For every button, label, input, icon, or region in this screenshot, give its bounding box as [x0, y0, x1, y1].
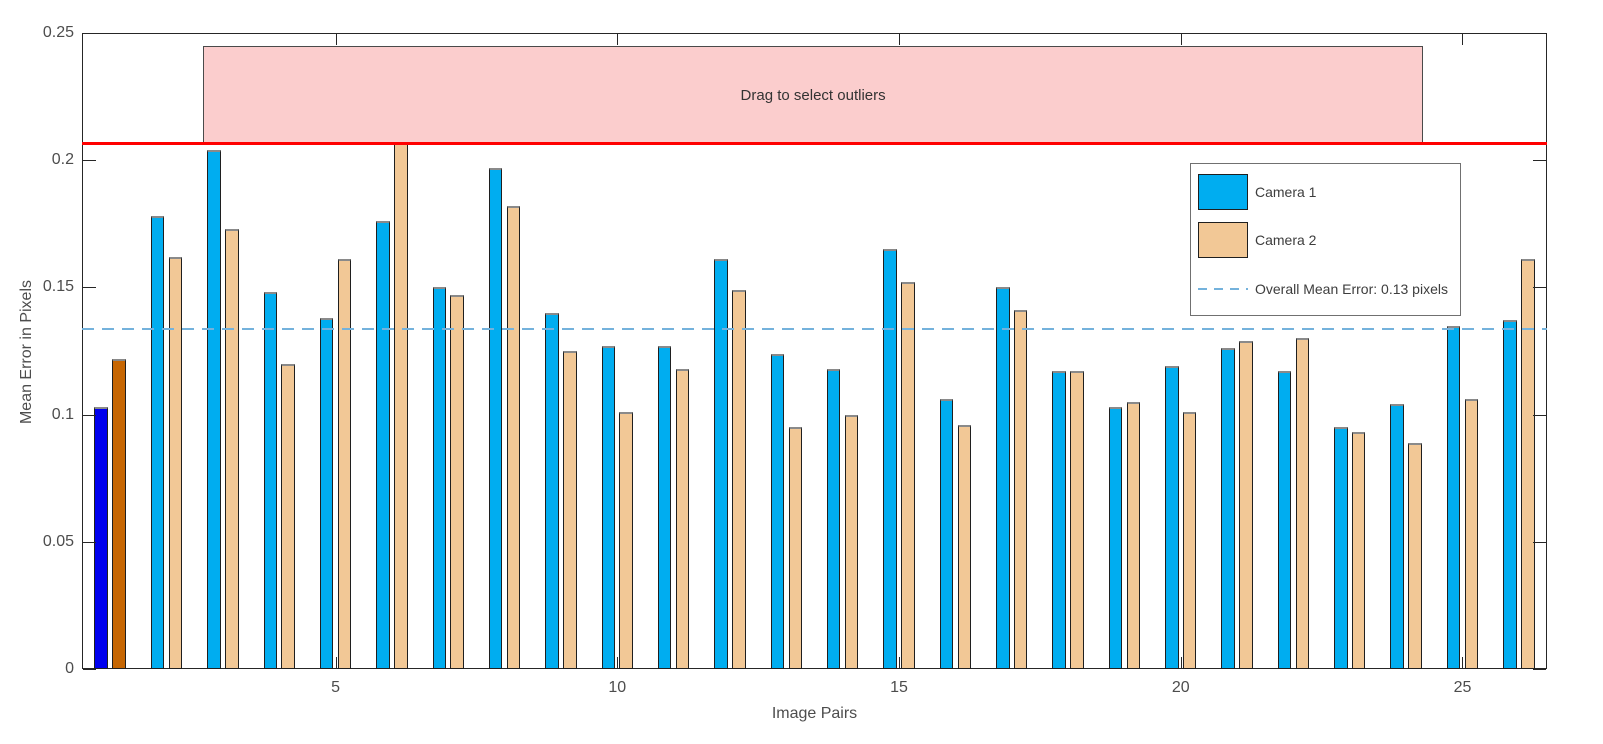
axis-tick — [899, 34, 901, 45]
axis-tick — [83, 541, 96, 543]
bar-pair1-camera2[interactable] — [112, 358, 126, 669]
bar-pair20-camera1[interactable] — [1165, 366, 1179, 669]
legend-label-camera1: Camera 1 — [1255, 184, 1317, 200]
bar-pair2-camera2[interactable] — [168, 256, 183, 669]
bar-pair7-camera2[interactable] — [450, 295, 464, 669]
y-tick-label: 0.05 — [42, 532, 74, 550]
axis-tick — [1533, 541, 1546, 543]
y-tick-label: 0 — [65, 660, 74, 677]
y-tick-label: 0.2 — [51, 151, 74, 169]
axis-tick — [1462, 34, 1464, 45]
axis-tick — [335, 34, 337, 45]
outlier-drag-band[interactable]: Drag to select outliers — [203, 45, 1424, 146]
x-tick-label: 15 — [890, 679, 908, 696]
bar-pair4-camera2[interactable] — [281, 363, 295, 669]
axis-tick — [1533, 414, 1546, 416]
bar-pair13-camera2[interactable] — [788, 427, 803, 669]
legend-label-overall-mean: Overall Mean Error: 0.13 pixels — [1255, 281, 1448, 297]
y-tick-label: 0.25 — [42, 24, 74, 41]
x-tick-label: 25 — [1453, 679, 1472, 696]
bar-pair12-camera2[interactable] — [732, 289, 746, 669]
bar-pair4-camera1[interactable] — [263, 292, 277, 669]
axis-tick — [1180, 657, 1182, 668]
x-tick-label: 20 — [1171, 679, 1190, 696]
bar-pair18-camera1[interactable] — [1052, 371, 1066, 669]
bar-pair24-camera2[interactable] — [1408, 442, 1422, 669]
bar-pair23-camera1[interactable] — [1334, 427, 1348, 669]
bar-pair6-camera1[interactable] — [376, 221, 390, 669]
axis-tick — [83, 160, 96, 162]
bar-pair10-camera1[interactable] — [601, 345, 616, 669]
bar-pair17-camera1[interactable] — [996, 287, 1010, 669]
axis-tick — [617, 657, 619, 668]
axis-tick — [83, 414, 96, 416]
bar-pair25-camera2[interactable] — [1464, 399, 1479, 669]
legend: Camera 1 Camera 2 Overall Mean Error: 0.… — [1190, 163, 1461, 316]
bar-pair25-camera1[interactable] — [1446, 325, 1461, 669]
bar-pair21-camera1[interactable] — [1221, 348, 1235, 669]
bar-pair8-camera1[interactable] — [488, 167, 503, 669]
outlier-drag-band-label: Drag to select outliers — [740, 87, 886, 105]
bar-pair13-camera1[interactable] — [770, 353, 785, 669]
camera1-color-swatch — [1198, 174, 1248, 210]
axis-tick — [1533, 33, 1546, 34]
overall-mean-line-sample — [1198, 288, 1248, 290]
bar-pair14-camera1[interactable] — [826, 368, 841, 669]
bar-pair8-camera2[interactable] — [506, 205, 521, 669]
bar-pair26-camera2[interactable] — [1521, 259, 1535, 669]
bar-pair16-camera2[interactable] — [957, 424, 972, 669]
axis-tick — [83, 33, 96, 34]
axis-tick — [83, 287, 96, 289]
bar-pair11-camera2[interactable] — [675, 368, 690, 669]
x-axis-title: Image Pairs — [771, 705, 858, 722]
bar-pair12-camera1[interactable] — [714, 259, 728, 669]
axis-tick — [1180, 34, 1182, 45]
bar-pair7-camera1[interactable] — [432, 287, 447, 669]
overall-mean-error-line — [82, 328, 1547, 331]
bar-pair3-camera1[interactable] — [207, 150, 221, 669]
axis-tick — [83, 669, 96, 670]
bar-pair18-camera2[interactable] — [1070, 371, 1084, 669]
bar-pair19-camera1[interactable] — [1108, 406, 1123, 669]
bar-pair1-camera1[interactable] — [94, 406, 108, 669]
axis-tick — [1533, 669, 1546, 670]
y-axis-title: Mean Error in Pixels — [18, 279, 35, 425]
bar-pair6-camera2[interactable] — [394, 142, 408, 669]
y-tick-label: 0.1 — [51, 405, 74, 423]
bar-pair16-camera1[interactable] — [939, 399, 954, 669]
bar-pair26-camera1[interactable] — [1503, 320, 1517, 669]
bar-pair5-camera1[interactable] — [319, 317, 334, 669]
legend-label-camera2: Camera 2 — [1255, 232, 1317, 248]
x-tick-label: 5 — [331, 679, 340, 696]
bar-pair21-camera2[interactable] — [1239, 340, 1253, 669]
axis-tick — [1533, 160, 1546, 162]
bar-pair11-camera1[interactable] — [657, 345, 672, 669]
bar-pair17-camera2[interactable] — [1013, 310, 1028, 669]
bar-pair19-camera2[interactable] — [1126, 401, 1141, 669]
bar-pair9-camera2[interactable] — [563, 351, 577, 669]
bar-pair20-camera2[interactable] — [1182, 412, 1197, 669]
axis-tick — [1533, 287, 1546, 289]
bar-pair23-camera2[interactable] — [1351, 432, 1366, 669]
axis-tick — [335, 657, 337, 668]
x-tick-label: 10 — [608, 679, 627, 696]
bar-pair5-camera2[interactable] — [337, 259, 352, 669]
y-tick-label: 0.15 — [42, 278, 74, 296]
camera2-color-swatch — [1198, 222, 1248, 258]
axis-tick — [1462, 657, 1464, 668]
bar-pair3-camera2[interactable] — [225, 228, 239, 669]
bar-pair9-camera1[interactable] — [545, 312, 559, 669]
bar-pair10-camera2[interactable] — [619, 412, 633, 669]
bar-pair22-camera2[interactable] — [1295, 338, 1310, 669]
bar-pair24-camera1[interactable] — [1390, 404, 1404, 669]
bar-pair14-camera2[interactable] — [844, 414, 859, 669]
bar-pair2-camera1[interactable] — [150, 216, 165, 669]
axis-tick — [899, 657, 901, 668]
axis-tick — [617, 34, 619, 45]
bar-pair15-camera1[interactable] — [883, 249, 897, 669]
bar-pair22-camera1[interactable] — [1277, 371, 1292, 669]
outlier-threshold-line[interactable] — [82, 142, 1547, 146]
bar-pair15-camera2[interactable] — [901, 282, 915, 669]
